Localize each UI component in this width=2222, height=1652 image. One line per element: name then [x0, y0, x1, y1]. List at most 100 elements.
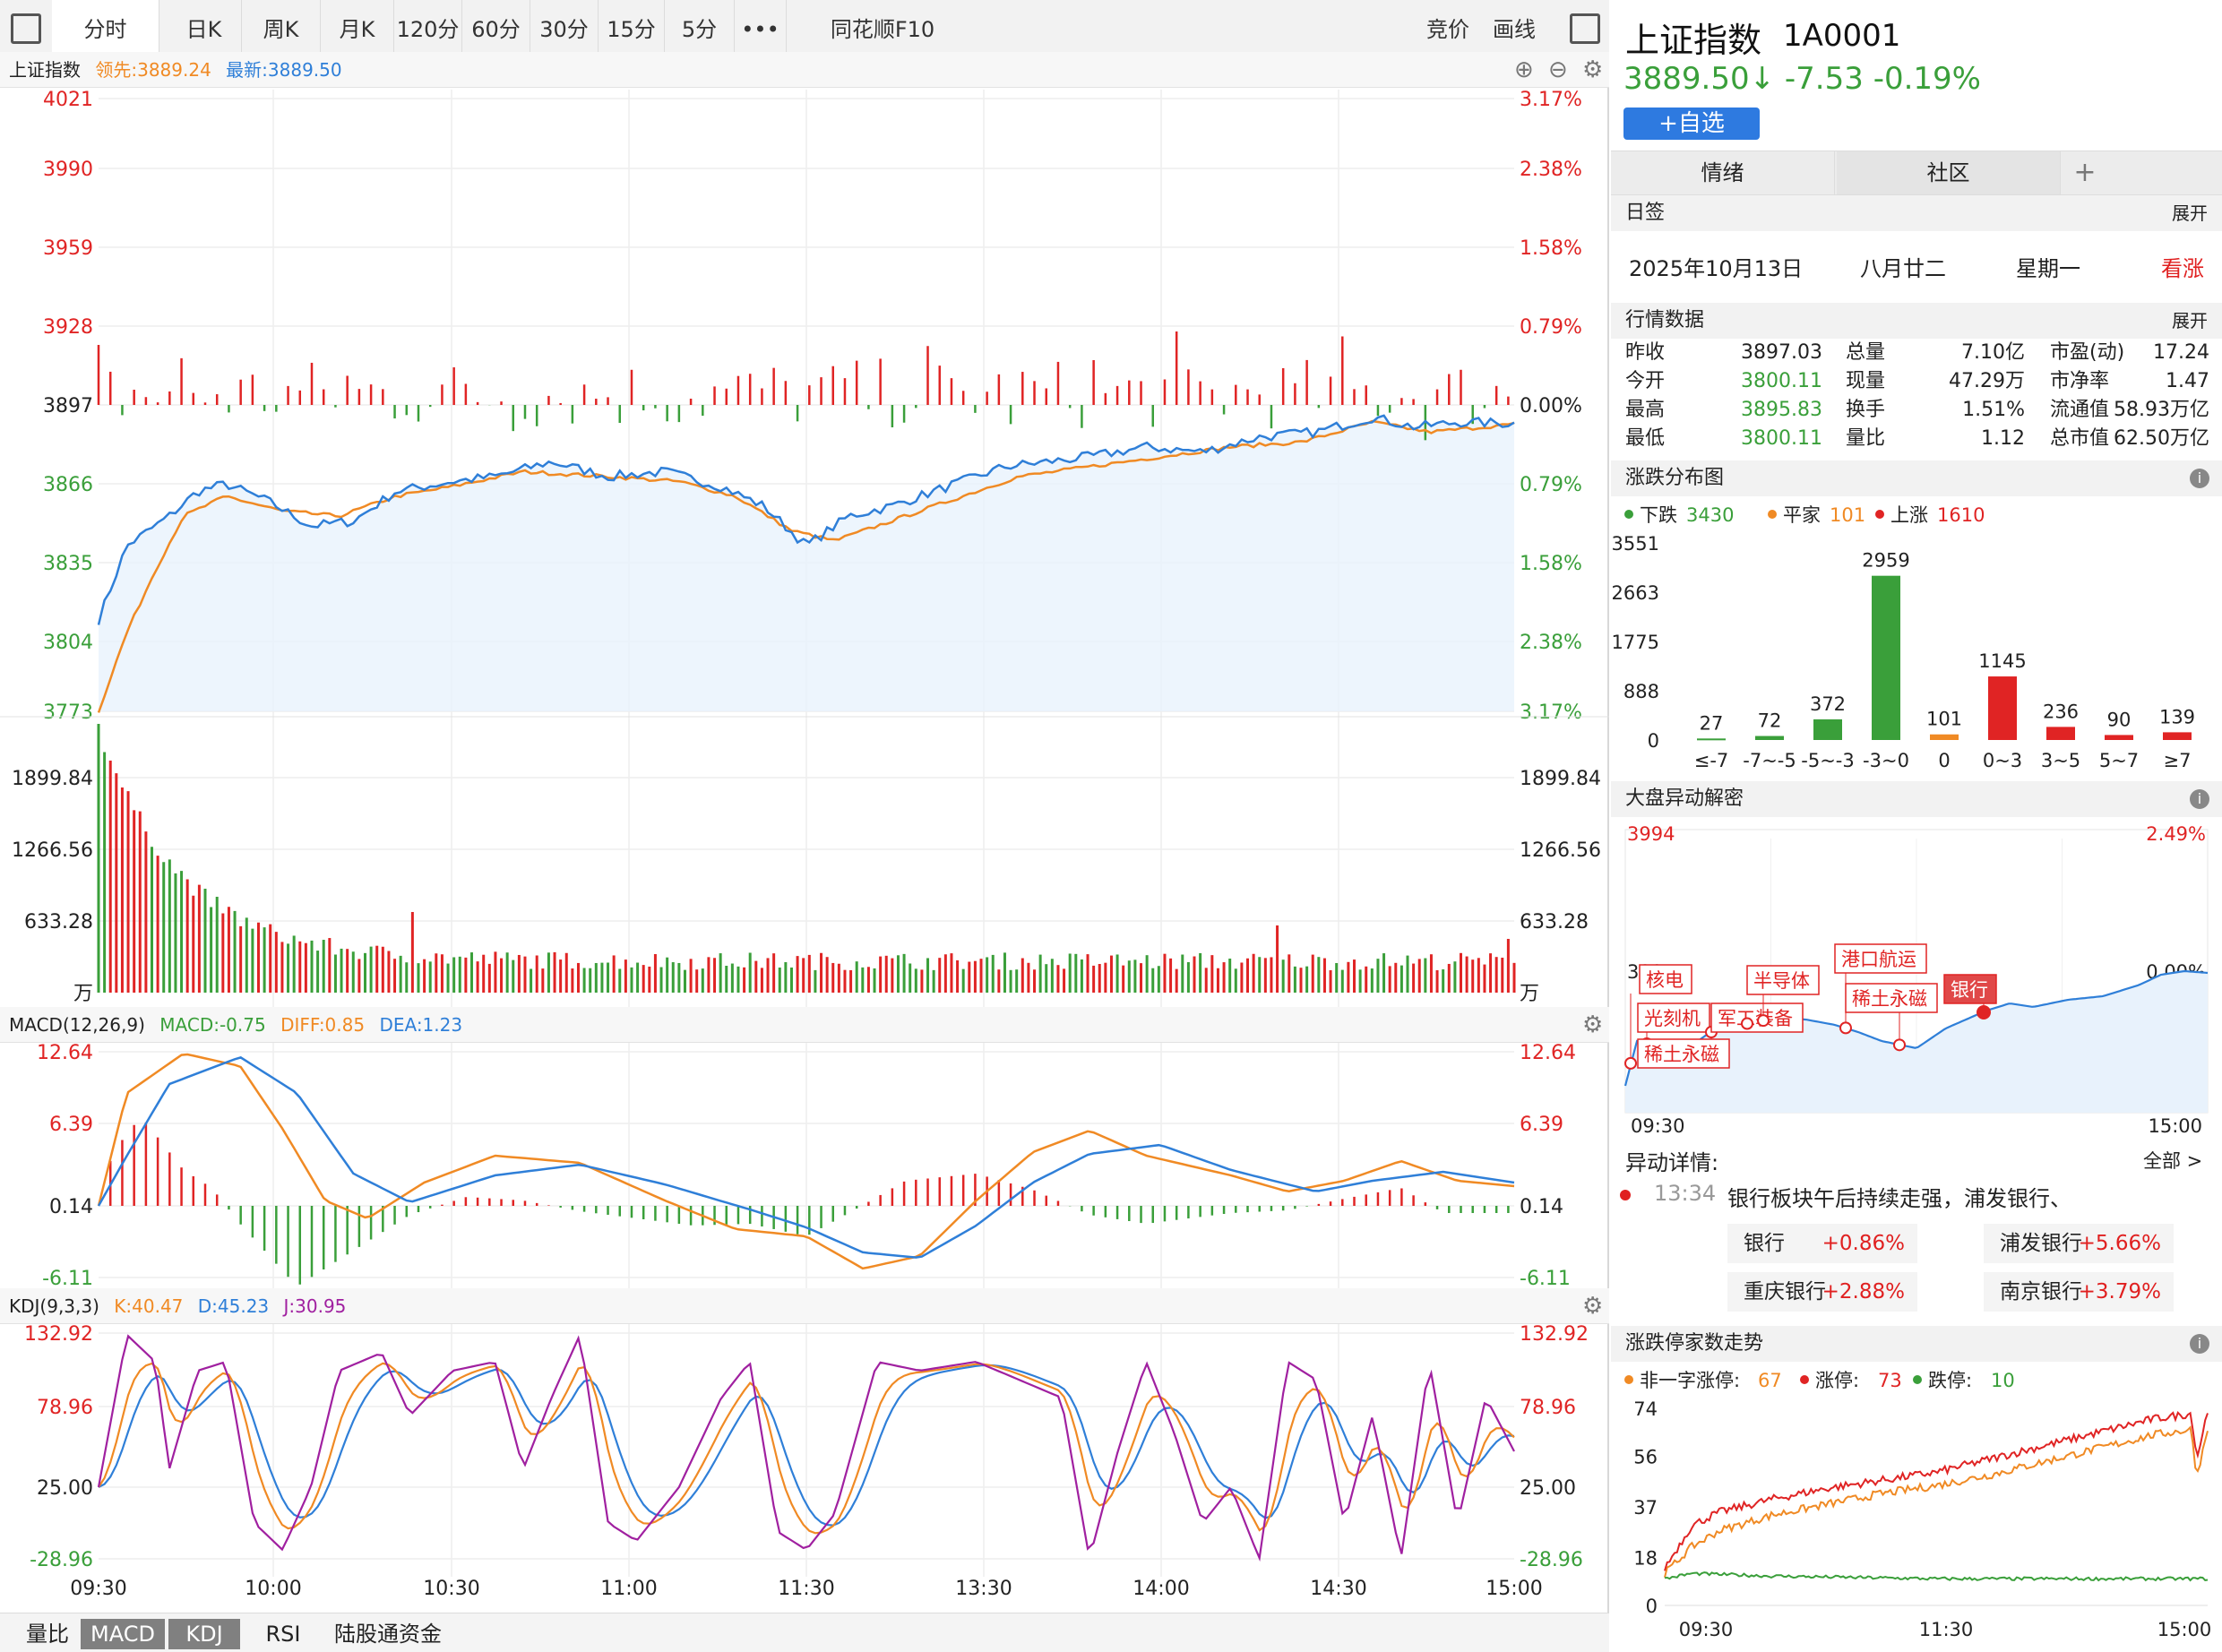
quote-label: 最高	[1625, 399, 1666, 421]
tab-rsi[interactable]: RSI	[265, 1622, 301, 1647]
tab-macd[interactable]: MACD	[81, 1619, 165, 1649]
intraday-chart[interactable]: 4021 3.17% 3990 2.38% 3959 1.58% 3928 0.79% 3897…	[0, 0, 1609, 1613]
quote-label: 现量	[1846, 370, 1886, 392]
anomaly-tag-label: 稀土永磁	[1644, 1044, 1719, 1065]
kdj-d-line	[98, 1364, 1515, 1527]
period-tab[interactable]: 60分	[462, 0, 530, 59]
stock-chip[interactable]: 重庆银行 +2.88%	[1727, 1272, 1917, 1312]
info-icon[interactable]: i	[2190, 469, 2209, 488]
kdj-axis-label: -28.96	[1520, 1549, 1583, 1571]
macd-settings-gear-icon[interactable]: ⚙	[1582, 1011, 1604, 1038]
period-tab[interactable]: 30分	[530, 0, 599, 59]
limit-chart: 非一字涨停: 67 涨停: 73 跌停: 10 74 56 37 18 0 09:30 11:30 15:…	[1624, 1370, 2211, 1640]
legend-dot	[1800, 1375, 1809, 1384]
right-panel-toggle-icon[interactable]	[1570, 13, 1600, 44]
limit-axis-label: 18	[1633, 1547, 1658, 1569]
period-tab[interactable]: 15分	[599, 0, 665, 59]
add-tab-icon[interactable]: +	[2073, 157, 2097, 188]
quote-label: 最低	[1625, 427, 1666, 450]
tab-sentiment[interactable]: 情绪	[1611, 151, 1835, 194]
period-toolbar: 分时 日K 周K 月K 120分 60分 30分 15分 5分 ••• 同花顺F10 竞价 画线	[0, 0, 1609, 59]
dist-category-label: -5~-3	[1801, 750, 1854, 771]
quote-header: 行情数据 展开	[1611, 303, 2222, 339]
period-tab[interactable]: 5分	[665, 0, 735, 59]
quote-label: 流通值	[2050, 399, 2110, 421]
dist-category-label: -3~0	[1863, 750, 1909, 771]
day-sign-expand[interactable]: 展开	[2172, 202, 2208, 224]
quote-label: 市盈(动)	[2050, 341, 2125, 364]
event-dot	[1620, 1190, 1631, 1200]
limit-title: 涨跌停家数走势	[1625, 1332, 1764, 1355]
day-sign-header: 日签 展开	[1611, 195, 2222, 231]
dist-bar	[1697, 738, 1726, 741]
anomaly-chart[interactable]: 39942.49%38970.00%38002.49%核电光刻机稀土永磁军工装备…	[1611, 817, 2222, 1140]
volume-axis-label: 万	[73, 983, 93, 1005]
tab-kdj[interactable]: KDJ	[168, 1619, 240, 1649]
event-text[interactable]: 银行板块午后持续走强，浦发银行、	[1727, 1186, 2071, 1211]
period-tab[interactable]: 日K	[167, 0, 242, 59]
time-axis-label: 15:00	[1486, 1578, 1542, 1600]
period-tab[interactable]: 周K	[242, 0, 321, 59]
info-icon[interactable]: i	[2190, 1334, 2209, 1354]
time-axis-label: 11:30	[778, 1578, 834, 1600]
diff-value: DIFF:0.85	[280, 1014, 366, 1036]
period-tab[interactable]: 分时	[52, 0, 159, 59]
period-tab[interactable]: •••	[735, 0, 787, 59]
price-axis-label: 3897	[43, 395, 93, 417]
period-tab[interactable]: 同花顺F10	[830, 17, 935, 42]
anomaly-all-link[interactable]: 全部 >	[2143, 1150, 2203, 1172]
kdj-settings-gear-icon[interactable]: ⚙	[1582, 1293, 1604, 1320]
time-axis-label: 10:30	[423, 1578, 479, 1600]
left-panel-toggle-icon[interactable]	[11, 13, 41, 44]
info-icon[interactable]: i	[2190, 789, 2209, 809]
kdj-axis-label: -28.96	[30, 1549, 93, 1571]
tab-volume-ratio[interactable]: 量比	[26, 1622, 69, 1647]
event-time: 13:34	[1654, 1181, 1717, 1206]
anomaly-dot	[1624, 1056, 1637, 1070]
stock-chip[interactable]: 浦发银行 +5.66%	[1984, 1224, 2174, 1263]
macd-axis-label: 6.39	[1520, 1114, 1563, 1136]
add-watchlist-button[interactable]: +自选	[1623, 108, 1760, 140]
volume-axis-label: 633.28	[24, 911, 93, 934]
pct-axis-label: 1.58%	[1520, 553, 1582, 575]
legend-label: 上涨	[1890, 504, 1928, 526]
indicator-tabs: 量比 MACD KDJ RSI 陆股通资金	[0, 1613, 1609, 1652]
anomaly-tag-label: 港口航运	[1841, 949, 1916, 970]
auction-button[interactable]: 竞价	[1426, 17, 1469, 42]
zoom-in-icon[interactable]: ⊕	[1514, 56, 1534, 83]
distribution-title: 涨跌分布图	[1625, 467, 1725, 489]
tab-hk-connect[interactable]: 陆股通资金	[334, 1622, 442, 1647]
anomaly-tag	[1637, 1038, 1730, 1069]
period-tab[interactable]: 120分	[394, 0, 462, 59]
anomaly-title: 大盘异动解密	[1625, 787, 1744, 810]
quote-value: 3800.11	[1741, 370, 1822, 392]
anomaly-tag	[1710, 1002, 1804, 1033]
d-value: D:45.23	[197, 1295, 270, 1317]
price-axis-label: 3835	[43, 553, 93, 575]
limit-header: 涨跌停家数走势 i	[1611, 1326, 2222, 1362]
tab-community[interactable]: 社区	[1837, 151, 2061, 194]
quote-label: 今开	[1625, 370, 1666, 392]
zoom-out-icon[interactable]: ⊖	[1548, 56, 1568, 83]
draw-line-button[interactable]: 画线	[1493, 17, 1536, 42]
time-axis-label: 10:00	[245, 1578, 301, 1600]
macd-dea-line	[97, 1056, 1515, 1259]
stock-chip[interactable]: 银行 +0.86%	[1727, 1224, 1917, 1263]
anomaly-dot	[1893, 1038, 1906, 1052]
settings-gear-icon[interactable]: ⚙	[1582, 56, 1604, 83]
period-tab[interactable]: 月K	[321, 0, 394, 59]
kdj-axis-label: 25.00	[37, 1477, 93, 1500]
price-axis-label: 3866	[43, 474, 93, 496]
legend-label: 下跌	[1640, 504, 1677, 526]
legend-dot	[1875, 510, 1884, 519]
day-mood: 看涨	[2161, 256, 2204, 281]
pct-axis-label: 0.00%	[1520, 395, 1582, 417]
dist-category-label: 0~3	[1983, 750, 2022, 771]
limit-time-label: 09:30	[1679, 1619, 1734, 1640]
time-axis-label: 14:00	[1133, 1578, 1189, 1600]
quote-label: 昨收	[1625, 341, 1666, 364]
stock-chip[interactable]: 南京银行 +3.79%	[1984, 1272, 2174, 1312]
volume-axis-label: 1266.56	[12, 839, 93, 862]
quote-expand[interactable]: 展开	[2172, 310, 2208, 331]
macd-axis-label: 6.39	[49, 1114, 93, 1136]
